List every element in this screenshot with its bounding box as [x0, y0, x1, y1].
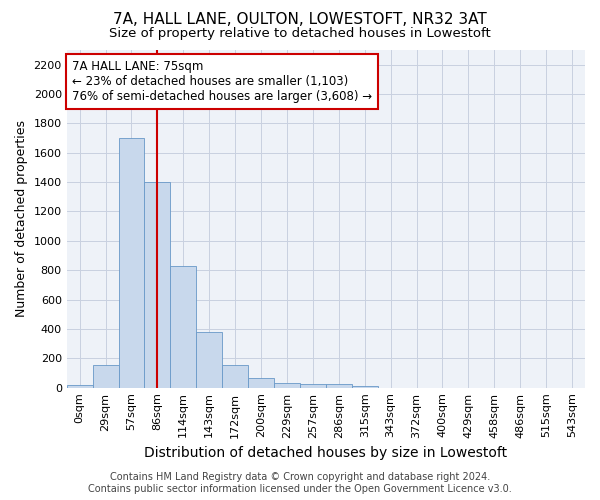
Bar	[119, 138, 145, 388]
Bar	[170, 266, 196, 388]
Y-axis label: Number of detached properties: Number of detached properties	[15, 120, 28, 318]
Bar	[222, 365, 248, 388]
Text: Size of property relative to detached houses in Lowestoft: Size of property relative to detached ho…	[109, 26, 491, 40]
Bar	[196, 332, 222, 388]
Bar	[67, 386, 92, 388]
X-axis label: Distribution of detached houses by size in Lowestoft: Distribution of detached houses by size …	[144, 446, 508, 460]
Bar	[326, 384, 352, 388]
Text: 7A, HALL LANE, OULTON, LOWESTOFT, NR32 3AT: 7A, HALL LANE, OULTON, LOWESTOFT, NR32 3…	[113, 12, 487, 28]
Text: 7A HALL LANE: 75sqm
← 23% of detached houses are smaller (1,103)
76% of semi-det: 7A HALL LANE: 75sqm ← 23% of detached ho…	[72, 60, 372, 103]
Bar	[352, 386, 377, 388]
Bar	[300, 384, 326, 388]
Bar	[248, 378, 274, 388]
Bar	[92, 365, 119, 388]
Text: Contains HM Land Registry data © Crown copyright and database right 2024.
Contai: Contains HM Land Registry data © Crown c…	[88, 472, 512, 494]
Bar	[145, 182, 170, 388]
Bar	[274, 384, 300, 388]
